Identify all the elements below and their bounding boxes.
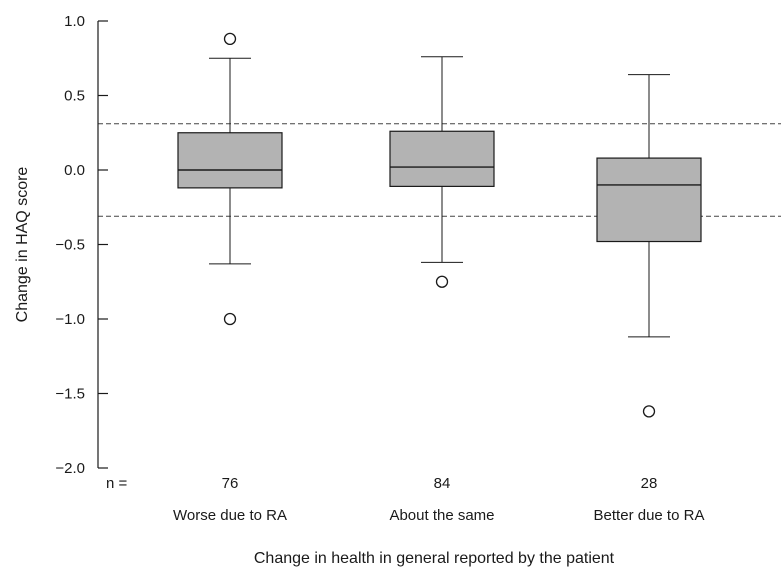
y-tick-label: −0.5 <box>55 237 85 254</box>
y-axis: 1.0 0.5 0.0 −0.5 −1.0 −1.5 −2.0 <box>55 13 108 477</box>
outlier-point <box>642 405 656 418</box>
n-prefix-label: n = <box>106 475 128 492</box>
y-tick-label: −2.0 <box>55 460 85 477</box>
outlier-point <box>435 275 449 288</box>
box-3 <box>596 74 702 418</box>
n-count-label: 84 <box>434 475 451 492</box>
outlier-point <box>223 312 237 326</box>
category-labels: n = 76 84 28 Worse due to RA About the same B… <box>106 475 704 524</box>
y-tick-label: 0.0 <box>64 162 85 179</box>
n-count-label: 28 <box>641 475 658 492</box>
outlier-point <box>223 32 237 46</box>
category-label: About the same <box>389 507 494 524</box>
y-tick-label: −1.0 <box>55 311 85 328</box>
box-2 <box>389 56 495 288</box>
category-label: Worse due to RA <box>173 507 287 524</box>
x-axis-title: Change in health in general reported by … <box>254 550 615 567</box>
y-tick-label: −1.5 <box>55 386 85 403</box>
iqr-box <box>596 157 702 243</box>
y-tick-label: 1.0 <box>64 13 85 30</box>
n-count-label: 76 <box>222 475 239 492</box>
iqr-box <box>177 132 283 189</box>
box-1 <box>177 32 283 326</box>
iqr-box <box>389 130 495 187</box>
category-label: Better due to RA <box>594 507 705 524</box>
y-axis-title: Change in HAQ score <box>14 167 31 323</box>
boxes <box>177 32 702 418</box>
y-tick-label: 0.5 <box>64 88 85 105</box>
